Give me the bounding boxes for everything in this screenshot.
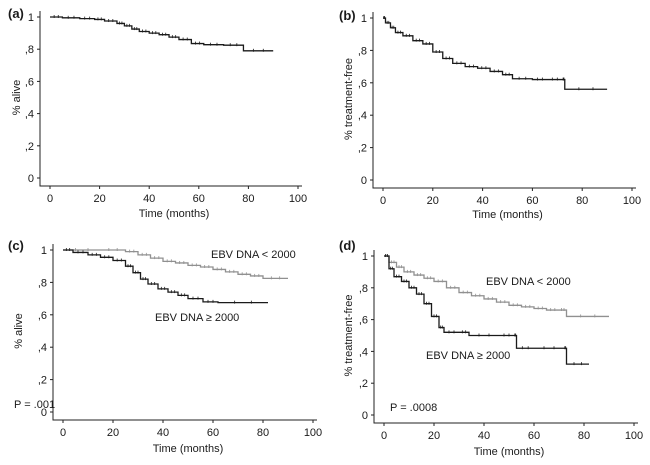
panel-b-ytick-label: ,8 (358, 45, 367, 57)
panel-d-series-2-label: EBV DNA ≥ 2000 (426, 350, 510, 362)
panel-d-xtick-label: 40 (478, 430, 490, 442)
panel-a-ylabel: % alive (11, 80, 23, 115)
panel-c-xtick-label: 0 (60, 427, 66, 439)
panel-c-ytick-label: ,8 (38, 277, 47, 289)
panel-b-xtick-label: 40 (476, 195, 488, 207)
panel-d-xtick-label: 60 (528, 430, 540, 442)
panel-a-label: (a) (8, 6, 24, 21)
panel-c-ytick-label: 1 (41, 245, 47, 257)
panel-d-xtick-label: 100 (625, 430, 643, 442)
panel-b-ytick-label: ,6 (358, 78, 367, 90)
panel-d-ytick-label: ,2 (359, 378, 368, 390)
panel-d-ytick-label: ,6 (359, 315, 368, 327)
panel-c-xtick-label: 60 (207, 427, 219, 439)
panel-d-ytick-label: 1 (362, 251, 368, 263)
panel-d-xtick-label: 80 (578, 430, 590, 442)
panel-b-xtick-label: 100 (623, 195, 641, 207)
panel-c-xtick-label: 80 (257, 427, 269, 439)
panel-c-ytick-label: ,6 (38, 310, 47, 322)
panel-d-series-2-line (384, 255, 589, 365)
panel-d-ytick-label: ,8 (359, 283, 368, 295)
panel-d-ytick-label: 0 (362, 410, 368, 422)
panel-b-xtick-label: 20 (427, 195, 439, 207)
panel-b-axes (372, 12, 636, 189)
panel-c-xtick-label: 40 (157, 427, 169, 439)
panel-a-ytick-label: 1 (28, 12, 34, 24)
panel-a: (a) 0 ,2 ,4 ,6 ,8 1 0 20 40 60 80 100 Time (months) % … (8, 6, 307, 220)
panel-c-series-2-line (63, 249, 268, 304)
panel-c-ytick-label: ,2 (38, 375, 47, 387)
panel-c-series-1-label: EBV DNA < 2000 (211, 249, 296, 261)
panel-d-p-value: P = .0008 (390, 402, 437, 414)
panel-d-ylabel: % treatment-free (343, 295, 355, 377)
panel-b-xtick-label: 0 (380, 195, 386, 207)
panel-a-xtick-label: 80 (242, 193, 254, 205)
panel-b-ylabel: % treatment-free (343, 58, 355, 140)
panel-b-ytick-label: 0 (361, 175, 367, 187)
panel-c-xtick-label: 100 (304, 427, 322, 439)
panel-b-ytick-label: 1 (361, 13, 367, 25)
panel-d: (d) 0 ,2 ,4 ,6 ,8 1 0 20 40 60 80 100 Time (months) % … (339, 238, 643, 458)
panel-b-ytick-label: ,4 (358, 110, 367, 122)
panel-a-series-1-line (50, 16, 274, 52)
panel-b-xtick-label: 80 (576, 195, 588, 207)
panel-a-ytick-label: 0 (28, 173, 34, 185)
panel-a-ytick-label: ,4 (25, 109, 34, 121)
panel-a-xtick-label: 40 (143, 193, 155, 205)
panel-d-series-1-label: EBV DNA < 2000 (486, 276, 571, 288)
panel-d-ytick-label: ,4 (359, 346, 368, 358)
panel-d-xlabel: Time (months) (474, 446, 545, 458)
panel-c-p-value: P = .001 (14, 399, 55, 411)
panel-c-ylabel: % alive (13, 313, 25, 348)
panel-a-axes (39, 11, 302, 187)
panel-c: (c) 0 ,2 ,4 ,6 ,8 1 0 20 40 60 80 100 Time (months) % … (8, 238, 322, 455)
panel-c-axes (52, 244, 317, 421)
panel-b-label: (b) (339, 8, 356, 23)
panel-a-xtick-label: 20 (93, 193, 105, 205)
panel-b-xlabel: Time (months) (472, 209, 543, 221)
panel-c-ytick-label: ,4 (38, 342, 47, 354)
panel-c-xtick-label: 20 (107, 427, 119, 439)
panel-a-ytick-label: ,6 (25, 76, 34, 88)
panel-a-xtick-label: 0 (47, 193, 53, 205)
panel-b: (b) 0 ,2 ,4 ,6 ,8 1 0 20 40 60 80 100 Time (months) % … (339, 8, 641, 221)
panel-c-xlabel: Time (months) (153, 443, 224, 455)
panel-a-ytick-label: ,8 (25, 44, 34, 56)
panel-d-label: (d) (339, 238, 356, 253)
panel-d-xtick-label: 0 (381, 430, 387, 442)
panel-a-xtick-label: 60 (193, 193, 205, 205)
panel-d-xtick-label: 20 (428, 430, 440, 442)
panel-a-ytick-label: ,2 (25, 141, 34, 153)
panel-c-label: (c) (8, 238, 24, 253)
panel-c-series-2-label: EBV DNA ≥ 2000 (155, 312, 239, 324)
panel-b-series-1-line (383, 17, 608, 90)
panel-a-xtick-label: 100 (289, 193, 307, 205)
panel-b-ytick-label: ,2 (358, 143, 367, 155)
panel-a-xlabel: Time (months) (139, 208, 210, 220)
panel-b-xtick-label: 60 (526, 195, 538, 207)
panel-c-ytick-label: 0 (41, 407, 47, 419)
panel-d-axes (373, 250, 638, 424)
